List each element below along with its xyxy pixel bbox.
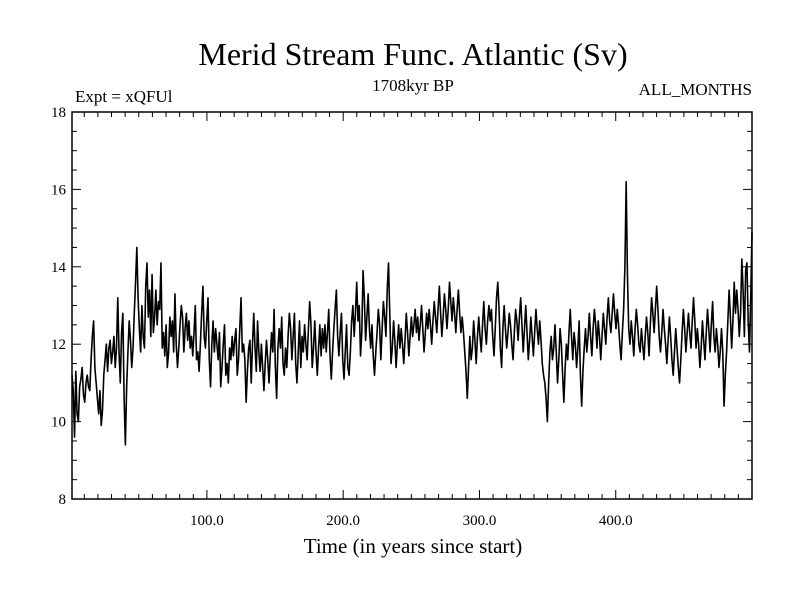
x-axis-label: Time (in years since start) — [304, 534, 523, 558]
chart-title: Merid Stream Func. Atlantic (Sv) — [198, 36, 627, 72]
y-tick-label: 12 — [51, 337, 66, 353]
series-line — [71, 180, 753, 446]
x-tick-label: 300.0 — [463, 513, 497, 529]
x-tick-label: 400.0 — [599, 513, 633, 529]
x-tick-label: 200.0 — [326, 513, 360, 529]
months-label: ALL_MONTHS — [639, 80, 752, 99]
y-tick-label: 18 — [51, 105, 66, 121]
period-label: 1708kyr BP — [372, 76, 454, 95]
experiment-label: Expt = xQFUl — [75, 87, 173, 106]
y-tick-label: 14 — [51, 260, 67, 276]
plot-frame — [71, 111, 753, 500]
y-tick-label: 10 — [51, 415, 66, 431]
x-tick-label: 100.0 — [190, 513, 224, 529]
y-tick-label: 16 — [51, 182, 67, 198]
axis-tick-labels: 100.0 200.0 300.0 400.0 8 10 12 14 16 18 — [51, 105, 633, 529]
y-tick-label: 8 — [59, 492, 67, 508]
